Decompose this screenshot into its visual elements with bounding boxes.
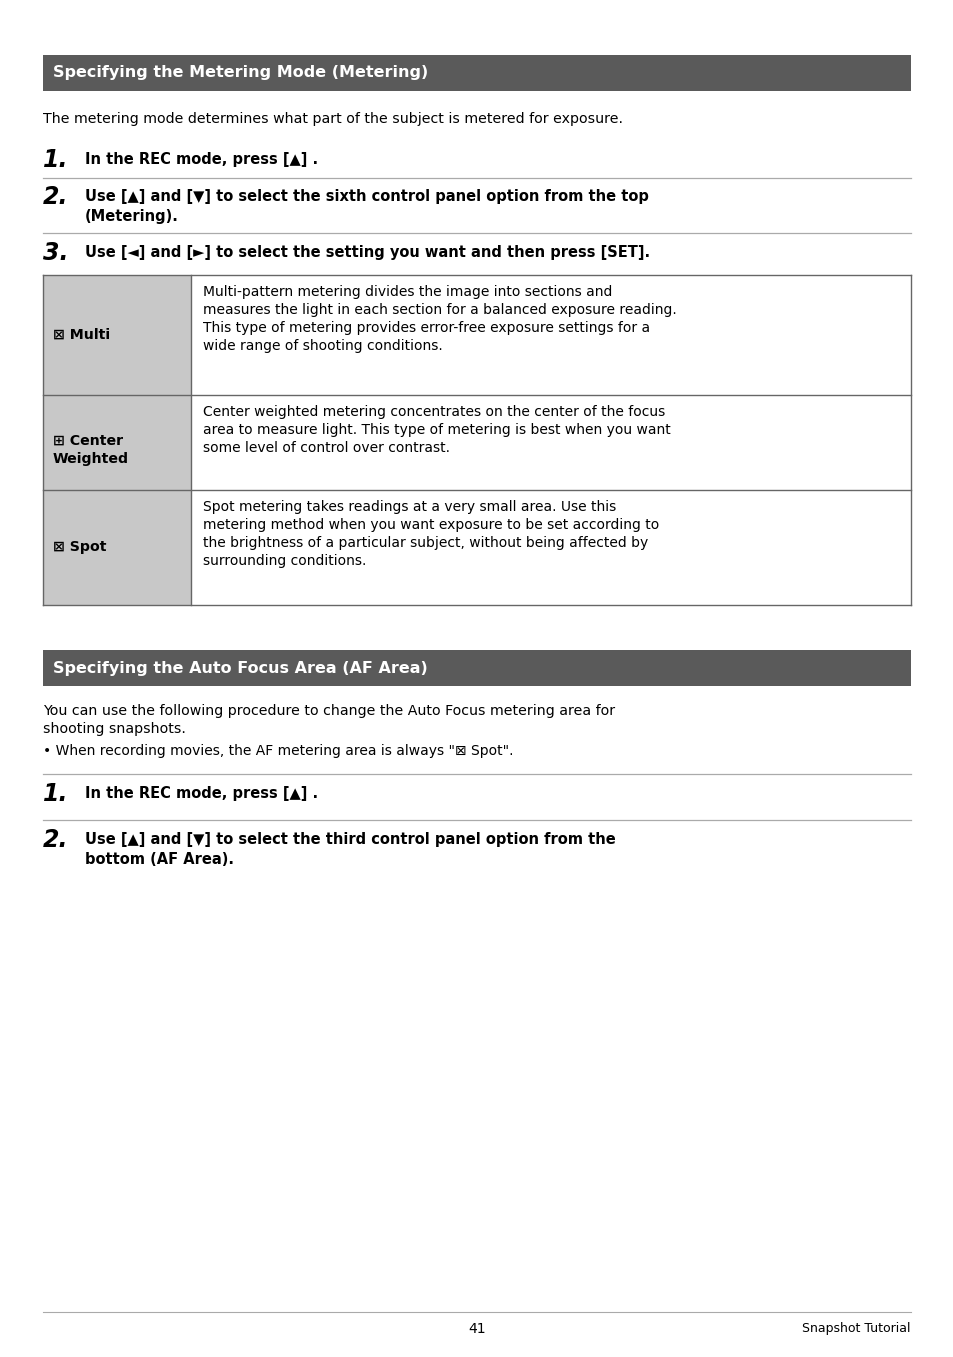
Text: Use [▲] and [▼] to select the sixth control panel option from the top: Use [▲] and [▼] to select the sixth cont… xyxy=(85,189,648,204)
Text: some level of control over contrast.: some level of control over contrast. xyxy=(203,441,450,455)
Text: Multi-pattern metering divides the image into sections and: Multi-pattern metering divides the image… xyxy=(203,285,612,299)
Text: In the REC mode, press [▲] .: In the REC mode, press [▲] . xyxy=(85,786,317,801)
Text: metering method when you want exposure to be set according to: metering method when you want exposure t… xyxy=(203,518,659,532)
Bar xyxy=(43,275,191,395)
Text: Specifying the Metering Mode (Metering): Specifying the Metering Mode (Metering) xyxy=(53,65,428,80)
Text: This type of metering provides error-free exposure settings for a: This type of metering provides error-fre… xyxy=(203,322,649,335)
Text: 2.: 2. xyxy=(43,828,69,852)
Text: You can use the following procedure to change the Auto Focus metering area for: You can use the following procedure to c… xyxy=(43,704,615,718)
Text: Use [▲] and [▼] to select the third control panel option from the: Use [▲] and [▼] to select the third cont… xyxy=(85,832,615,847)
Text: 3.: 3. xyxy=(43,242,69,265)
Bar xyxy=(43,56,910,91)
Text: In the REC mode, press [▲] .: In the REC mode, press [▲] . xyxy=(85,152,317,167)
Text: The metering mode determines what part of the subject is metered for exposure.: The metering mode determines what part o… xyxy=(43,113,622,126)
Text: area to measure light. This type of metering is best when you want: area to measure light. This type of mete… xyxy=(203,423,670,437)
Text: surrounding conditions.: surrounding conditions. xyxy=(203,554,366,569)
Text: Spot metering takes readings at a very small area. Use this: Spot metering takes readings at a very s… xyxy=(203,499,616,514)
Text: 2.: 2. xyxy=(43,185,69,209)
Text: Snapshot Tutorial: Snapshot Tutorial xyxy=(801,1322,910,1335)
Text: Use [◄] and [►] to select the setting you want and then press [SET].: Use [◄] and [►] to select the setting yo… xyxy=(85,246,649,261)
Text: 1.: 1. xyxy=(43,782,69,806)
Bar xyxy=(43,650,910,687)
Text: bottom (AF Area).: bottom (AF Area). xyxy=(85,852,233,867)
Text: • When recording movies, the AF metering area is always "⊠ Spot".: • When recording movies, the AF metering… xyxy=(43,744,513,759)
Text: (Metering).: (Metering). xyxy=(85,209,179,224)
Text: shooting snapshots.: shooting snapshots. xyxy=(43,722,186,735)
Text: 41: 41 xyxy=(468,1322,485,1337)
Bar xyxy=(43,395,191,490)
Bar xyxy=(43,490,191,605)
Text: Weighted: Weighted xyxy=(53,452,129,465)
Text: ⊞ Center: ⊞ Center xyxy=(53,434,123,448)
Text: 1.: 1. xyxy=(43,148,69,172)
Text: ⊠ Multi: ⊠ Multi xyxy=(53,328,110,342)
Text: the brightness of a particular subject, without being affected by: the brightness of a particular subject, … xyxy=(203,536,648,550)
Text: Center weighted metering concentrates on the center of the focus: Center weighted metering concentrates on… xyxy=(203,404,664,419)
Text: Specifying the Auto Focus Area (AF Area): Specifying the Auto Focus Area (AF Area) xyxy=(53,661,427,676)
Text: ⊠ Spot: ⊠ Spot xyxy=(53,540,107,554)
Text: measures the light in each section for a balanced exposure reading.: measures the light in each section for a… xyxy=(203,303,676,318)
Text: wide range of shooting conditions.: wide range of shooting conditions. xyxy=(203,339,442,353)
